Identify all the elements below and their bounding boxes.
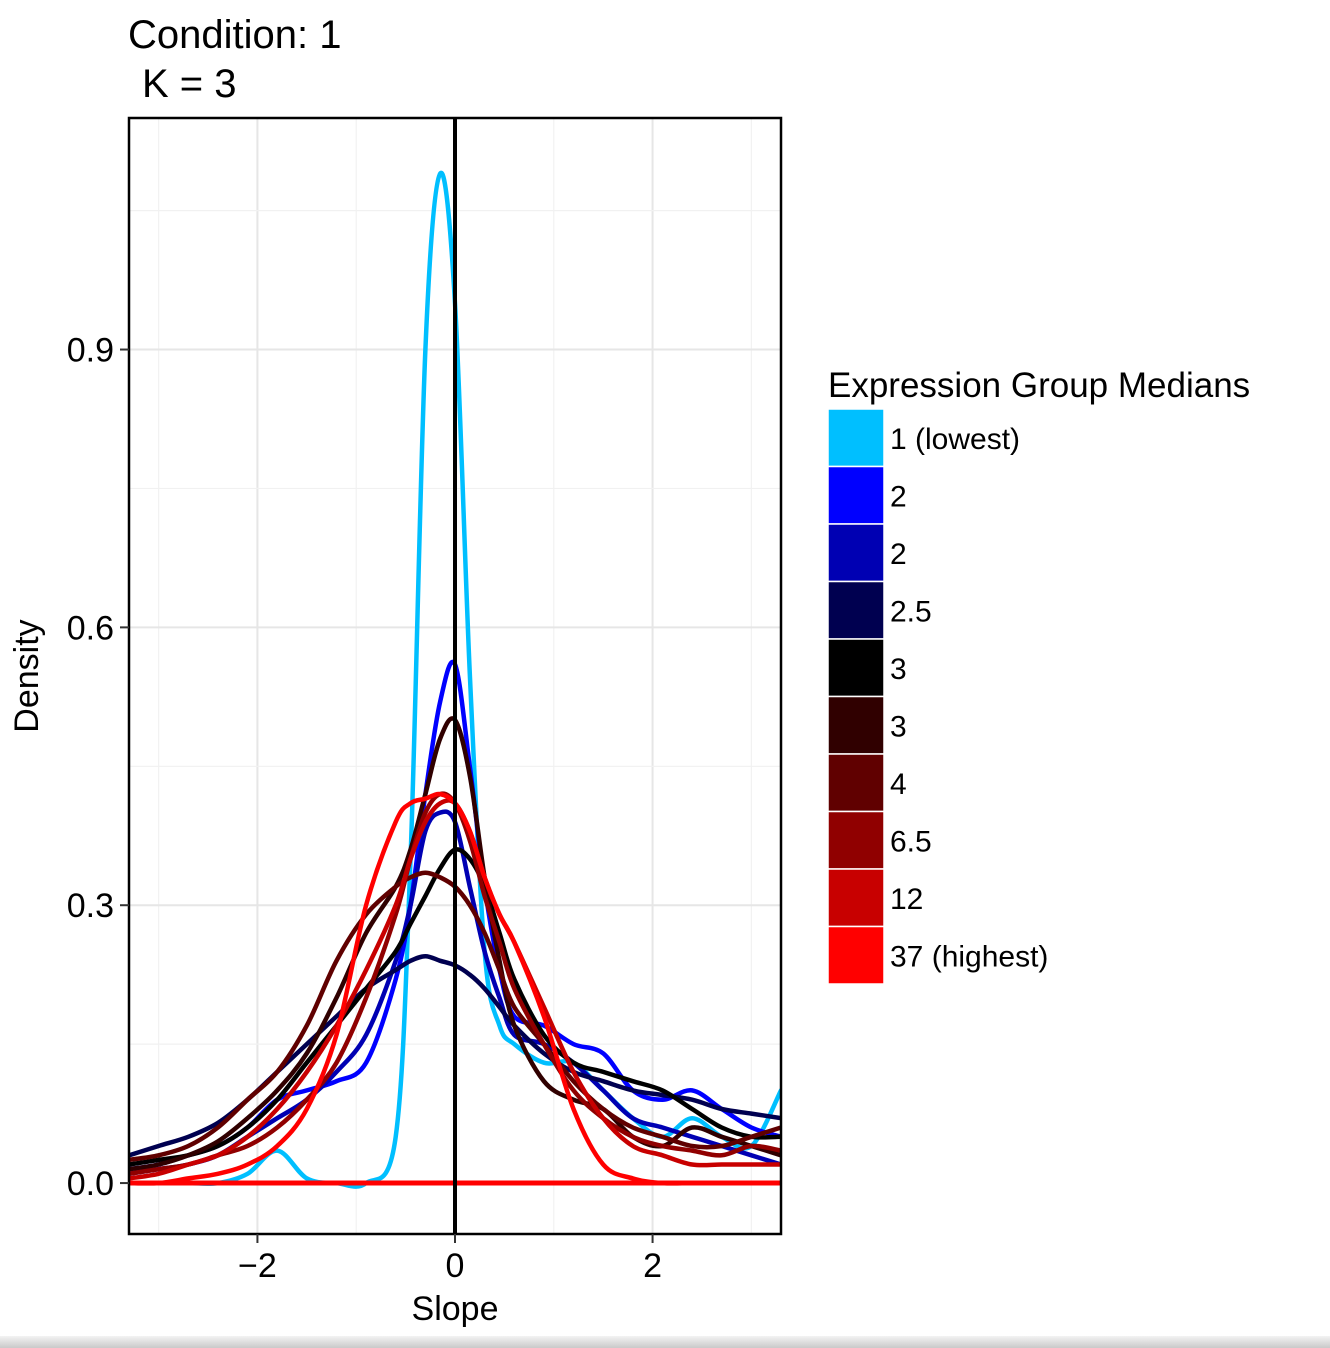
legend-key-6 xyxy=(827,695,885,755)
y-tick-label: 0.3 xyxy=(67,887,114,925)
legend-label-7: 4 xyxy=(890,768,907,801)
legend-label-8: 6.5 xyxy=(890,825,932,858)
legend-label-6: 3 xyxy=(890,710,907,743)
legend-label-1: 1 (lowest) xyxy=(890,423,1020,456)
chart-subtitle: K = 3 xyxy=(142,62,237,106)
y-axis-label: Density xyxy=(8,619,46,732)
x-tick-label: 2 xyxy=(643,1247,662,1285)
legend-label-3: 2 xyxy=(890,538,907,571)
y-tick-label: 0.6 xyxy=(67,609,114,647)
legend-title: Expression Group Medians xyxy=(828,366,1250,405)
x-axis-label: Slope xyxy=(412,1290,499,1328)
legend-key-1 xyxy=(827,408,885,468)
legend-key-9 xyxy=(827,868,885,928)
legend-key-3 xyxy=(827,523,885,583)
legend-key-4 xyxy=(827,580,885,640)
legend-key-5 xyxy=(827,638,885,698)
y-tick-label: 0.0 xyxy=(67,1165,114,1203)
legend-label-2: 2 xyxy=(890,480,907,513)
legend-key-8 xyxy=(827,810,885,870)
x-tick-label: −2 xyxy=(238,1247,277,1285)
plot-panel: −2 0 2 0.0 0.3 0.6 0.9 xyxy=(67,116,783,1285)
legend: Expression Group Medians 1 (lowest) 2 2 2.5… xyxy=(827,366,1250,985)
legend-key-10 xyxy=(827,925,885,985)
legend-label-4: 2.5 xyxy=(890,595,932,628)
window-bottom-edge xyxy=(0,1336,1330,1348)
y-tick-label: 0.9 xyxy=(67,332,114,370)
chart-title: Condition: 1 xyxy=(128,13,341,57)
legend-label-9: 12 xyxy=(890,883,923,916)
legend-key-7 xyxy=(827,753,885,813)
legend-key-2 xyxy=(827,465,885,525)
x-tick-label: 0 xyxy=(446,1247,465,1285)
legend-label-5: 3 xyxy=(890,653,907,686)
legend-label-10: 37 (highest) xyxy=(890,940,1048,973)
